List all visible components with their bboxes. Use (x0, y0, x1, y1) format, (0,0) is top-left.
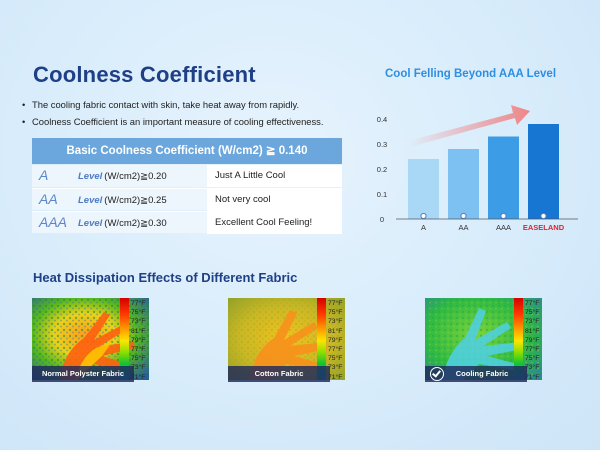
x-tick-label: AAA (496, 223, 511, 232)
bar (488, 136, 519, 219)
bar-marker-icon (420, 212, 427, 220)
scale-label: 77°F (328, 346, 343, 354)
scale-label: 71°F (131, 373, 146, 381)
scale-label: 81°F (131, 327, 146, 335)
bar (528, 124, 559, 219)
bar (408, 159, 439, 219)
fabric-label-cotton: Cotton Fabric (228, 366, 330, 382)
bullet-text: The cooling fabric contact with skin, ta… (32, 99, 300, 110)
scale-label: 71°F (328, 373, 343, 381)
level-value: (W/cm2)≧0.25 (104, 195, 167, 206)
scale-label: 75°F (525, 355, 540, 363)
level-value: (W/cm2)≧0.20 (104, 171, 167, 182)
level-spec: Level (W/cm2)≧0.20 (78, 171, 167, 182)
bullet-text: Coolness Coefficient is an important mea… (32, 116, 324, 127)
grade-label: AA (39, 191, 58, 207)
scale-label: 77°F (131, 300, 146, 307)
scale-label: 73°F (525, 318, 540, 326)
scale-label: 77°F (525, 300, 540, 307)
check-circle-icon (430, 367, 444, 381)
bar (448, 149, 479, 219)
y-tick-label: 0 (380, 215, 384, 224)
scale-label: 81°F (525, 327, 540, 335)
bullet-item: • Coolness Coefficient is an important me… (22, 113, 323, 130)
coefficient-table: Basic Coolness Coefficient (W/cm2) ≧ 0.1… (32, 138, 342, 234)
scale-label: 79°F (131, 336, 146, 344)
chart-title: Cool Felling Beyond AAA Level (385, 68, 557, 80)
bullet-list: • The cooling fabric contact with skin, t… (22, 96, 323, 130)
bar-marker-icon (500, 212, 507, 220)
trend-arrow-icon (408, 105, 530, 147)
table-row: A Level (W/cm2)≧0.20 Just A Little Cool (32, 165, 342, 187)
temperature-scale-bar (317, 298, 326, 380)
bullet-dot-icon: • (22, 116, 26, 127)
heat-section-title: Heat Dissipation Effects of Different Fa… (33, 270, 298, 285)
scale-label: 73°F (131, 318, 146, 326)
temperature-scale-bar (514, 298, 523, 380)
hand-silhouette-icon (60, 312, 135, 380)
page-title: Coolness Coefficient (33, 62, 256, 87)
scale-label: 73°F (328, 318, 343, 326)
grade-label: AAA (39, 214, 68, 230)
temperature-scale-bar (120, 298, 129, 380)
table-row: AA Level (W/cm2)≧0.25 Not very cool (32, 188, 342, 211)
bar-marker-icon (460, 212, 467, 220)
level-word: Level (78, 171, 103, 182)
scale-label: 71°F (525, 373, 540, 381)
y-tick-label: 0.4 (377, 115, 387, 124)
hand-silhouette-icon (250, 310, 327, 380)
hand-silhouette-icon (443, 308, 522, 380)
level-description: Excellent Cool Feeling! (207, 212, 342, 234)
x-tick-label: AA (458, 223, 468, 232)
coolness-bar-chart: 00.10.20.30.4 A AA AAA EASELAND (377, 105, 578, 232)
bullet-dot-icon: • (22, 99, 26, 110)
fabric-label-polyester: Normal Polyster Fabric (32, 366, 134, 382)
y-tick-label: 0.2 (377, 165, 387, 174)
temperature-scale-labels: 77°F 75°F 73°F 81°F 79°F 77°F 75°F 73°F … (525, 299, 555, 382)
temperature-scale-labels: 77°F 75°F 73°F 81°F 79°F 77°F 75°F 73°F … (131, 299, 161, 382)
scale-label: 77°F (328, 300, 343, 307)
coefficient-table-header: Basic Coolness Coefficient (W/cm2) ≧ 0.1… (32, 138, 342, 164)
y-tick-label: 0.3 (377, 140, 387, 149)
level-spec: Level (W/cm2)≧0.30 (78, 218, 167, 229)
level-description: Not very cool (207, 189, 342, 211)
scale-label: 79°F (328, 336, 343, 344)
scale-label: 79°F (525, 336, 540, 344)
scale-label: 73°F (131, 364, 146, 372)
y-tick-label: 0.1 (377, 190, 387, 199)
level-word: Level (78, 218, 103, 229)
x-tick-label: EASELAND (523, 223, 565, 232)
scale-label: 75°F (525, 309, 540, 317)
scale-label: 77°F (131, 346, 146, 354)
scale-label: 81°F (328, 327, 343, 335)
scale-label: 77°F (525, 346, 540, 354)
temperature-scale-labels: 77°F 75°F 73°F 81°F 79°F 77°F 75°F 73°F … (328, 299, 358, 382)
x-tick-label: A (421, 223, 426, 232)
bar-marker-icon (540, 212, 547, 220)
level-description: Just A Little Cool (207, 165, 342, 187)
level-spec: Level (W/cm2)≧0.25 (78, 195, 167, 206)
fabric-label-cooling: Cooling Fabric (425, 366, 527, 382)
table-row: AAA Level (W/cm2)≧0.30 Excellent Cool Fee… (32, 211, 342, 234)
scale-label: 75°F (131, 355, 146, 363)
level-word: Level (78, 195, 103, 206)
bullet-item: • The cooling fabric contact with skin, t… (22, 96, 323, 113)
scale-label: 75°F (328, 355, 343, 363)
level-value: (W/cm2)≧0.30 (104, 218, 167, 229)
scale-label: 73°F (525, 364, 540, 372)
scale-label: 75°F (131, 309, 146, 317)
scale-label: 73°F (328, 364, 343, 372)
scale-label: 75°F (328, 309, 343, 317)
grade-label: A (39, 167, 49, 183)
